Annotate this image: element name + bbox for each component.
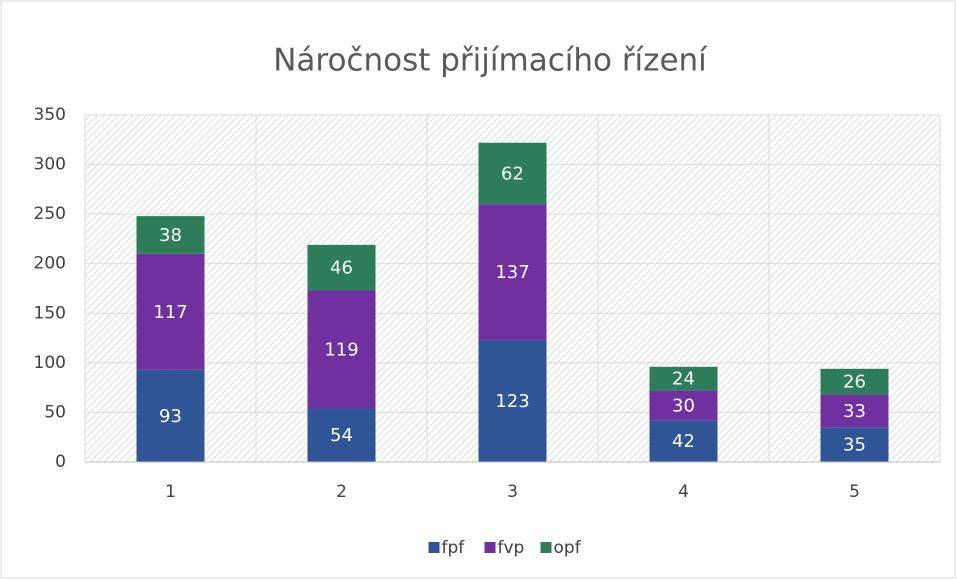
- data-label: 33: [843, 401, 866, 422]
- legend-swatch: [484, 542, 496, 553]
- x-tick-label: 3: [507, 482, 518, 502]
- data-label: 117: [153, 302, 187, 323]
- y-tick-label: 150: [34, 303, 66, 323]
- bar-segment: [136, 253, 205, 370]
- data-label: 35: [843, 435, 866, 456]
- bar-segment: [820, 394, 889, 428]
- data-label: 38: [159, 225, 182, 246]
- x-tick-label: 5: [849, 482, 860, 502]
- chart-title: Náročnost přijímacího řízení: [273, 43, 708, 79]
- bar-segment: [307, 408, 376, 462]
- y-tick-label: 200: [34, 254, 66, 274]
- bar-segment: [649, 420, 718, 462]
- data-label: 26: [843, 372, 866, 393]
- legend-swatch: [540, 542, 552, 553]
- y-tick-label: 350: [34, 105, 66, 125]
- data-label: 62: [501, 163, 524, 184]
- legend-swatch: [428, 542, 440, 553]
- x-tick-label: 4: [678, 482, 689, 502]
- data-label: 123: [495, 391, 529, 412]
- x-tick-label: 1: [165, 482, 176, 502]
- legend-label: opf: [554, 538, 582, 558]
- data-label: 119: [324, 339, 358, 360]
- y-tick-label: 250: [34, 204, 66, 224]
- legend-label: fvp: [498, 538, 525, 558]
- data-label: 54: [330, 425, 353, 446]
- bar-segment: [649, 390, 718, 421]
- legend-label: fpf: [442, 538, 466, 558]
- y-tick-label: 50: [44, 402, 66, 422]
- data-label: 30: [672, 395, 695, 416]
- y-tick-label: 100: [34, 353, 66, 373]
- bar-segment: [820, 368, 889, 395]
- bar-segment: [478, 142, 547, 205]
- y-tick-label: 0: [55, 452, 66, 472]
- data-label: 46: [330, 258, 353, 279]
- bar-segment: [136, 216, 205, 254]
- data-label: 42: [672, 431, 695, 452]
- bar-segment: [307, 290, 376, 409]
- bar-segment: [307, 244, 376, 291]
- bar-segment: [136, 369, 205, 462]
- bar-segment: [820, 427, 889, 462]
- bar-segment: [478, 204, 547, 341]
- bar-segment: [649, 366, 718, 391]
- data-label: 24: [672, 369, 695, 390]
- x-tick-label: 2: [336, 482, 347, 502]
- y-tick-label: 300: [34, 155, 66, 175]
- data-label: 93: [159, 406, 182, 427]
- data-label: 137: [495, 262, 529, 283]
- bar-segment: [478, 340, 547, 462]
